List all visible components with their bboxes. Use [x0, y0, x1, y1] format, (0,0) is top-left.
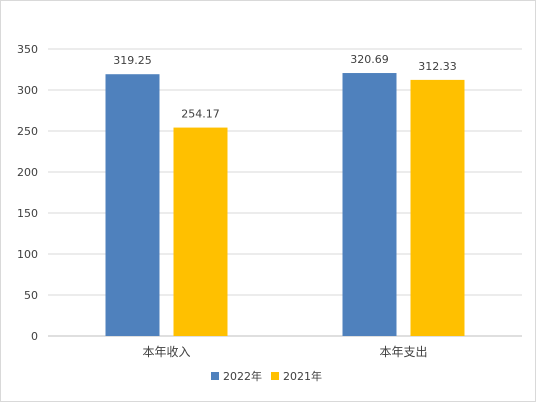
data-label: 312.33: [418, 60, 457, 73]
y-tick-label: 100: [17, 248, 38, 261]
x-tick-label: 本年支出: [379, 345, 427, 359]
y-tick-label: 200: [17, 166, 38, 179]
legend-swatch: [211, 372, 219, 380]
legend-label: 2022年: [223, 369, 262, 383]
data-label: 320.69: [350, 53, 389, 66]
bar: [173, 127, 228, 336]
legend-label: 2021年: [283, 369, 322, 383]
x-tick-label: 本年收入: [142, 345, 190, 359]
bar: [105, 74, 160, 336]
bar: [410, 79, 465, 336]
bar: [342, 73, 397, 336]
y-tick-label: 300: [17, 84, 38, 97]
legend-swatch: [271, 372, 279, 380]
y-tick-label: 250: [17, 125, 38, 138]
data-label: 254.17: [181, 108, 220, 121]
y-tick-label: 0: [31, 330, 38, 343]
y-tick-label: 350: [17, 43, 38, 56]
y-tick-label: 50: [24, 289, 38, 302]
y-tick-label: 150: [17, 207, 38, 220]
data-label: 319.25: [113, 54, 152, 67]
